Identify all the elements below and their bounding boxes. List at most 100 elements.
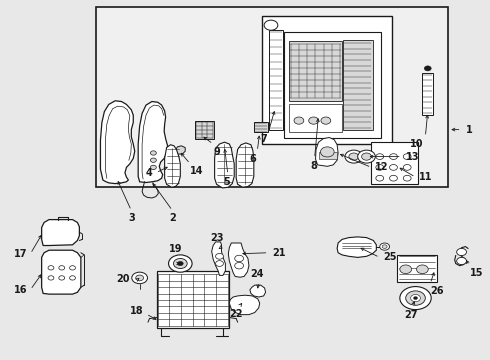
Polygon shape <box>236 143 254 187</box>
Circle shape <box>390 175 397 181</box>
Text: 27: 27 <box>404 310 417 320</box>
Polygon shape <box>212 242 225 275</box>
Polygon shape <box>100 101 135 184</box>
Bar <box>269 30 283 130</box>
Polygon shape <box>42 250 81 294</box>
Circle shape <box>376 175 384 181</box>
Circle shape <box>406 291 425 305</box>
Circle shape <box>150 151 156 155</box>
Circle shape <box>414 297 417 300</box>
Text: 12: 12 <box>375 162 389 172</box>
Circle shape <box>294 117 304 124</box>
Circle shape <box>48 266 54 270</box>
Text: 24: 24 <box>250 269 264 279</box>
Bar <box>371 142 418 184</box>
Text: 1: 1 <box>466 125 472 135</box>
Circle shape <box>358 150 375 163</box>
Text: 2: 2 <box>169 213 176 223</box>
Text: 21: 21 <box>272 248 286 258</box>
Bar <box>343 40 373 130</box>
Bar <box>96 7 448 187</box>
Circle shape <box>320 147 334 157</box>
Text: 11: 11 <box>419 172 433 182</box>
Circle shape <box>150 158 156 162</box>
Circle shape <box>235 262 244 269</box>
Polygon shape <box>229 295 260 315</box>
Circle shape <box>48 276 54 280</box>
Circle shape <box>309 117 318 124</box>
Polygon shape <box>316 138 338 166</box>
Text: 15: 15 <box>470 268 484 278</box>
Circle shape <box>59 276 65 280</box>
Bar <box>254 122 268 132</box>
Circle shape <box>382 245 387 248</box>
Circle shape <box>376 165 384 170</box>
Polygon shape <box>42 220 79 246</box>
Text: 17: 17 <box>13 249 27 259</box>
Polygon shape <box>228 243 249 277</box>
Polygon shape <box>215 142 234 188</box>
Bar <box>284 32 381 138</box>
Polygon shape <box>165 145 180 187</box>
Circle shape <box>150 165 156 170</box>
Text: 7: 7 <box>260 134 267 144</box>
Circle shape <box>177 261 183 266</box>
Text: 19: 19 <box>169 244 182 254</box>
Circle shape <box>424 66 431 71</box>
Bar <box>422 73 433 115</box>
Circle shape <box>132 272 147 284</box>
Text: 10: 10 <box>410 139 424 149</box>
Circle shape <box>345 150 363 163</box>
Bar <box>262 16 392 144</box>
Circle shape <box>136 275 144 281</box>
Circle shape <box>216 261 223 266</box>
Circle shape <box>400 287 431 310</box>
Circle shape <box>70 266 75 270</box>
Bar <box>157 271 229 328</box>
Text: 23: 23 <box>210 233 223 243</box>
Text: 3: 3 <box>128 213 135 223</box>
Text: 18: 18 <box>129 306 143 316</box>
Bar <box>289 41 342 101</box>
Text: 4: 4 <box>145 168 152 178</box>
Bar <box>195 121 214 139</box>
Polygon shape <box>175 146 185 154</box>
Circle shape <box>457 248 466 256</box>
Text: 22: 22 <box>229 309 243 319</box>
Circle shape <box>403 165 411 170</box>
Circle shape <box>264 20 278 30</box>
Circle shape <box>376 154 384 159</box>
Bar <box>397 255 437 282</box>
Circle shape <box>400 265 412 274</box>
Text: 8: 8 <box>310 161 317 171</box>
Text: 13: 13 <box>406 152 419 162</box>
Circle shape <box>362 153 371 160</box>
Circle shape <box>349 153 359 160</box>
Text: 5: 5 <box>223 177 230 187</box>
Polygon shape <box>250 285 266 297</box>
Circle shape <box>216 253 223 259</box>
Circle shape <box>169 255 192 272</box>
Circle shape <box>235 255 244 262</box>
Circle shape <box>70 276 75 280</box>
Circle shape <box>411 294 420 302</box>
Bar <box>319 152 337 159</box>
Circle shape <box>390 165 397 170</box>
Text: 14: 14 <box>190 166 204 176</box>
Circle shape <box>380 243 390 250</box>
Text: 25: 25 <box>383 252 397 262</box>
Circle shape <box>416 265 428 274</box>
Bar <box>289 104 342 132</box>
Circle shape <box>59 266 65 270</box>
Circle shape <box>457 257 466 265</box>
Circle shape <box>390 154 397 159</box>
Polygon shape <box>138 102 168 183</box>
Text: 16: 16 <box>13 285 27 295</box>
Text: 9: 9 <box>213 147 220 157</box>
Circle shape <box>403 154 411 159</box>
Polygon shape <box>337 237 376 257</box>
Text: 26: 26 <box>430 286 444 296</box>
Circle shape <box>173 258 187 269</box>
Circle shape <box>403 175 411 181</box>
Text: 20: 20 <box>116 274 130 284</box>
